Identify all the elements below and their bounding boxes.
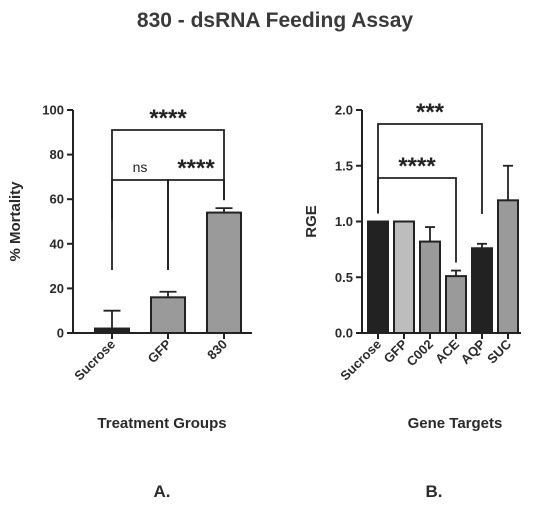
bar (445, 275, 467, 335)
figure-title: 830 - dsRNA Feeding Assay (137, 9, 414, 32)
bar (497, 199, 519, 334)
bar (150, 296, 186, 335)
significance-bracket (111, 129, 225, 220)
y-axis-title: % Mortality (7, 181, 24, 262)
significance-label: **** (398, 153, 436, 180)
y-tick-label: 0.5 (335, 270, 353, 285)
y-tick-label: 2.0 (335, 103, 353, 118)
significance-label: **** (149, 105, 187, 132)
y-tick-label: 100 (42, 103, 64, 118)
x-axis-title: Treatment Groups (97, 415, 226, 432)
y-axis-title: RGE (303, 205, 320, 238)
y-tick-label: 60 (50, 192, 64, 207)
x-tick-label: ACE (432, 336, 462, 366)
panel-a: 0 20 40 60 80 100 Sucrose GFP 830 ns **** **** % Mor… (7, 103, 252, 501)
y-tick-label: 20 (50, 281, 64, 296)
x-tick-label: GFP (145, 336, 175, 366)
x-tick-label: Sucrose (337, 337, 384, 384)
y-tick-label: 0 (57, 326, 64, 341)
bar (393, 220, 415, 334)
significance-bracket (377, 123, 483, 214)
y-tick-label: 1.0 (335, 214, 353, 229)
significance-label: ns (133, 159, 148, 175)
x-tick-label: AQP (458, 336, 489, 367)
significance-bracket (377, 177, 457, 263)
y-tick-label: 80 (50, 147, 64, 162)
x-tick-label: Sucrose (71, 337, 118, 384)
significance-label: *** (416, 99, 445, 126)
bar (471, 247, 493, 334)
panel-label: B. (426, 482, 443, 501)
x-tick-label: 830 (204, 337, 230, 363)
bar (94, 327, 130, 335)
y-tick-label: 0.0 (335, 326, 353, 341)
y-tick-label: 40 (50, 236, 64, 251)
panel-label: A. (154, 482, 171, 501)
significance-bracket (111, 179, 169, 270)
x-tick-label: C002 (404, 337, 437, 370)
x-tick-label: SUC (484, 336, 514, 366)
panel-b: 0.00.51.01.52.0SucroseGFPC002ACEAQPSUC**… (303, 99, 521, 501)
y-tick-label: 1.5 (335, 158, 353, 173)
bar (206, 211, 242, 334)
bar (419, 240, 441, 335)
significance-label: **** (177, 155, 215, 182)
x-axis-title: Gene Targets (408, 415, 503, 432)
bar (367, 220, 389, 334)
